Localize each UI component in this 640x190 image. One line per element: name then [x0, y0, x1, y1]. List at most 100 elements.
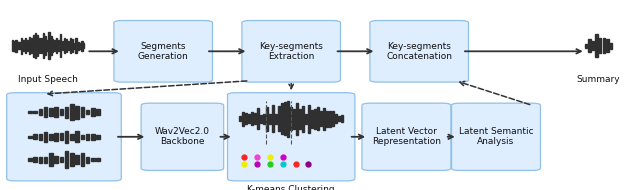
Text: Latent Semantic
Analysis: Latent Semantic Analysis	[459, 127, 533, 146]
Bar	[584, 44, 587, 48]
Bar	[44, 132, 47, 142]
FancyBboxPatch shape	[370, 21, 468, 82]
FancyBboxPatch shape	[242, 21, 340, 82]
Bar	[64, 38, 65, 53]
Bar	[54, 156, 58, 163]
Bar	[74, 43, 75, 49]
Bar	[58, 40, 60, 51]
Bar	[83, 43, 84, 48]
Bar	[28, 158, 31, 161]
Bar	[81, 135, 84, 139]
Bar	[97, 158, 100, 161]
Bar	[28, 111, 31, 113]
Bar	[284, 102, 286, 135]
Bar	[317, 107, 319, 130]
Bar	[25, 38, 26, 53]
Bar	[272, 105, 274, 132]
Bar	[49, 153, 52, 166]
Text: Summary: Summary	[577, 75, 620, 84]
Bar	[44, 107, 47, 117]
Bar	[31, 38, 32, 53]
Bar	[86, 157, 90, 163]
Bar	[91, 108, 95, 116]
Bar	[35, 33, 36, 58]
Bar	[311, 110, 314, 128]
Bar	[599, 38, 602, 53]
Bar	[38, 109, 42, 115]
Bar	[248, 114, 250, 123]
Bar	[321, 111, 323, 126]
Bar	[38, 157, 42, 163]
Bar	[275, 114, 277, 124]
Bar	[296, 103, 298, 135]
Bar	[15, 40, 17, 52]
Bar	[49, 108, 52, 116]
Bar	[76, 131, 79, 142]
Bar	[239, 116, 241, 121]
Bar	[287, 101, 289, 137]
Bar	[19, 42, 20, 49]
Bar	[60, 133, 63, 140]
Bar	[28, 135, 31, 138]
Bar	[86, 110, 90, 114]
Bar	[13, 41, 15, 51]
Bar	[68, 41, 69, 50]
Bar	[79, 43, 81, 49]
Bar	[326, 111, 328, 127]
Text: Segments
Generation: Segments Generation	[138, 42, 189, 61]
Bar	[66, 39, 67, 52]
Bar	[44, 36, 45, 55]
Bar	[263, 114, 265, 124]
Bar	[23, 40, 24, 51]
Bar	[36, 35, 38, 56]
Bar	[44, 157, 47, 163]
Bar	[339, 116, 340, 121]
Bar	[266, 107, 268, 131]
FancyBboxPatch shape	[141, 103, 224, 170]
Bar	[60, 157, 63, 162]
Bar	[595, 34, 598, 57]
Text: Latent Vector
Representation: Latent Vector Representation	[372, 127, 441, 146]
Bar	[330, 111, 332, 127]
Bar	[323, 108, 325, 130]
Bar	[603, 38, 605, 53]
Bar	[91, 134, 95, 140]
Bar	[308, 105, 310, 133]
Bar	[242, 112, 244, 126]
Bar	[33, 35, 34, 57]
Bar	[60, 109, 63, 115]
Bar	[72, 39, 73, 52]
Bar	[610, 43, 612, 49]
Bar	[65, 151, 68, 168]
Bar	[54, 40, 56, 51]
Bar	[70, 104, 74, 120]
Bar	[293, 109, 295, 129]
Bar	[97, 109, 100, 115]
Bar	[86, 134, 90, 140]
Bar	[65, 131, 68, 143]
FancyBboxPatch shape	[228, 93, 355, 181]
Bar	[335, 114, 337, 123]
Bar	[77, 42, 79, 50]
Bar	[257, 108, 259, 129]
Bar	[38, 38, 40, 53]
Bar	[70, 134, 74, 140]
Text: Input Speech: Input Speech	[18, 75, 78, 84]
Text: Wav2Vec2.0
Backbone: Wav2Vec2.0 Backbone	[155, 127, 210, 146]
Bar	[269, 114, 271, 124]
Bar	[588, 39, 591, 52]
Bar	[91, 158, 95, 161]
Bar	[42, 33, 44, 58]
Bar	[278, 106, 280, 131]
Bar	[54, 107, 58, 117]
Bar	[17, 42, 19, 49]
Bar	[260, 115, 262, 123]
FancyBboxPatch shape	[114, 21, 212, 82]
Text: K-means Clustering: K-means Clustering	[248, 185, 335, 190]
Bar	[12, 40, 13, 51]
Bar	[62, 41, 63, 50]
Bar	[592, 41, 594, 50]
Bar	[51, 36, 52, 55]
Bar	[33, 157, 37, 162]
Bar	[300, 109, 301, 129]
